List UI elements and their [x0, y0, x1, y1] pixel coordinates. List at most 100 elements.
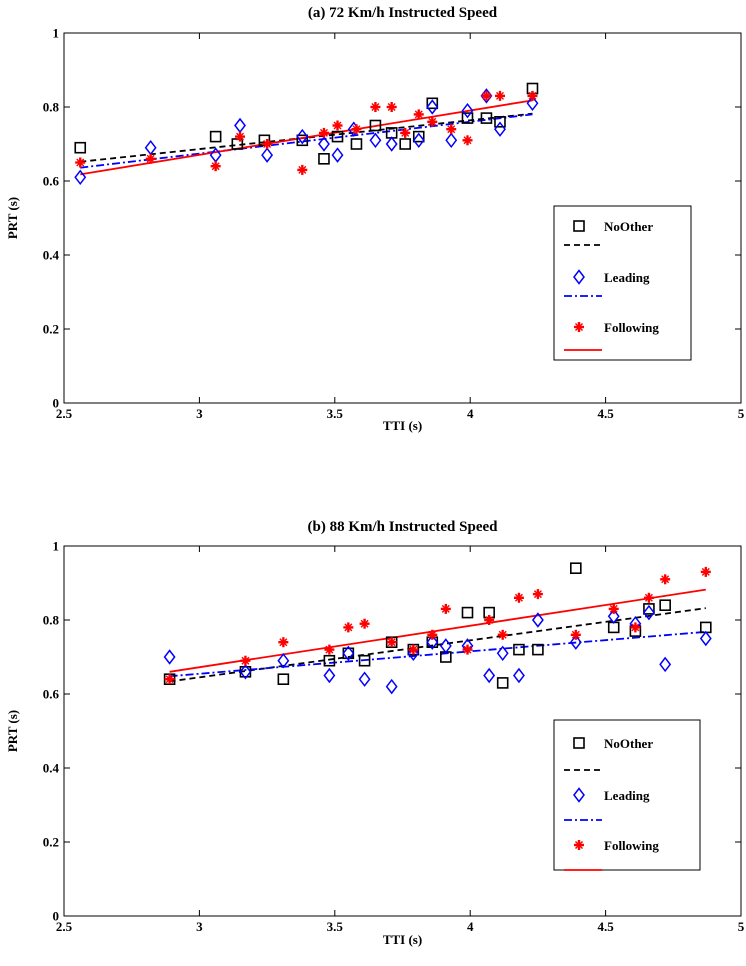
star-stroke: [76, 158, 85, 167]
legend: NoOther Leading Following: [553, 205, 692, 361]
data-point-s4-11: [484, 615, 495, 625]
star-stroke: [701, 567, 710, 576]
data-point-s0-13: [513, 643, 525, 656]
data-point-s0-6: [331, 130, 344, 143]
data-point-s4-15: [462, 135, 473, 146]
y-tick-label: 0: [53, 396, 60, 411]
star-stroke: [387, 103, 396, 111]
star-stroke: [661, 575, 670, 584]
data-point-s4-15: [570, 629, 581, 640]
fit-line-solid: [169, 588, 706, 673]
x-tick-label: 3: [196, 919, 203, 934]
data-point-s0-15: [494, 116, 506, 128]
series-noother: [74, 82, 539, 165]
x-axis-label: TTI (s): [383, 932, 422, 947]
data-point-s4-16: [608, 603, 619, 614]
data-point-s2-legend: [573, 269, 585, 285]
data-point-s2-2: [277, 652, 290, 669]
chart-panel-a: (a) 72 Km/h Instructed Speed 2.5 3 3.5 4 4.5…: [5, 5, 745, 433]
chart-panel-b: (b) 88 Km/h Instructed Speed 2.5 3 3.5 4 4.5…: [5, 519, 745, 947]
data-point-s2-5: [296, 128, 309, 145]
data-point-s2-14: [461, 102, 474, 119]
legend-label-noother: NoOther: [604, 219, 653, 234]
fit-line-dashdot: [169, 630, 706, 678]
data-point-s4-4: [343, 622, 354, 633]
data-point-s2-12: [496, 645, 509, 662]
x-tick-label: 4: [467, 919, 474, 934]
chart-title: (b) 88 Km/h Instructed Speed: [307, 519, 498, 535]
y-tick-label: 0.4: [43, 248, 60, 263]
data-point-s4-9: [370, 102, 381, 112]
data-point-s0-1: [209, 130, 222, 143]
data-point-s4-2: [210, 161, 221, 172]
data-point-s4-5: [297, 164, 308, 175]
x-tick-label: 3.5: [327, 919, 344, 934]
data-point-s4-8: [351, 124, 362, 135]
data-point-s0-5: [318, 153, 330, 165]
x-tick-label: 4.5: [597, 406, 614, 421]
data-point-s2-12: [426, 99, 439, 115]
data-point-s2-0: [163, 649, 176, 665]
data-point-s0-12: [496, 677, 509, 689]
y-axis-label: PRT (s): [5, 197, 20, 239]
data-point-s0-legend: [573, 220, 585, 232]
star-stroke: [644, 593, 653, 602]
data-point-s4-12: [497, 629, 508, 640]
legend-label-leading: Leading: [604, 270, 650, 285]
y-tick-label: 0.8: [43, 613, 60, 628]
data-point-s2-8: [426, 634, 439, 650]
data-point-s2-10: [385, 136, 398, 152]
plot-marks: [163, 562, 712, 695]
data-point-s2-3: [323, 667, 336, 684]
star-stroke: [319, 128, 328, 137]
data-point-s0-19: [659, 599, 671, 612]
y-tick-label: 0.2: [43, 322, 59, 337]
star-stroke: [631, 623, 640, 632]
series-following: [164, 566, 711, 685]
star-stroke: [352, 125, 361, 134]
data-point-s0-14: [532, 643, 544, 656]
data-point-s0-13: [461, 112, 474, 124]
star-stroke: [211, 162, 220, 171]
data-point-s4-4: [262, 139, 273, 149]
y-tick-label: 0: [53, 909, 60, 924]
data-point-s4-8: [427, 629, 438, 640]
axis-ticks: 2.5 3 3.5 4 4.5 5 0 0.2 0.4 0.6 0.8 1: [43, 539, 745, 935]
star-stroke: [498, 630, 507, 639]
star-stroke: [485, 616, 494, 624]
data-point-s4-16: [481, 90, 492, 101]
star-stroke: [263, 140, 272, 148]
star-stroke: [482, 91, 491, 100]
y-tick-label: 1: [53, 26, 60, 41]
data-point-s2-13: [512, 667, 525, 684]
star-stroke: [414, 110, 423, 119]
x-axis-label: TTI (s): [383, 418, 422, 433]
star-stroke: [441, 604, 450, 613]
x-tick-label: 3: [196, 406, 203, 421]
data-point-s4-3: [235, 131, 246, 142]
legend-label-leading: Leading: [604, 788, 650, 803]
legend: NoOther Leading Following: [553, 719, 701, 871]
star-stroke: [409, 645, 418, 654]
data-point-s0-3: [323, 654, 336, 667]
star-stroke: [165, 675, 174, 684]
data-point-s4-11: [400, 127, 411, 138]
data-point-s4-1: [240, 655, 251, 666]
star-stroke: [298, 165, 307, 174]
data-point-s4-17: [630, 622, 641, 633]
data-point-s2-13: [445, 132, 458, 149]
data-point-s2-4: [342, 645, 355, 662]
chart-title: (a) 72 Km/h Instructed Speed: [308, 5, 498, 21]
y-tick-label: 0.6: [43, 174, 60, 189]
data-point-s2-7: [331, 147, 344, 163]
x-tick-label: 4.5: [597, 919, 614, 934]
data-point-s4-5: [359, 618, 370, 629]
star-stroke: [495, 91, 504, 100]
data-point-s2-legend: [573, 787, 585, 803]
y-tick-label: 1: [53, 539, 60, 554]
data-point-s4-7: [332, 120, 343, 131]
data-point-s2-6: [318, 136, 330, 152]
y-axis-label: PRT (s): [5, 710, 20, 752]
data-point-s0-10: [399, 138, 412, 150]
